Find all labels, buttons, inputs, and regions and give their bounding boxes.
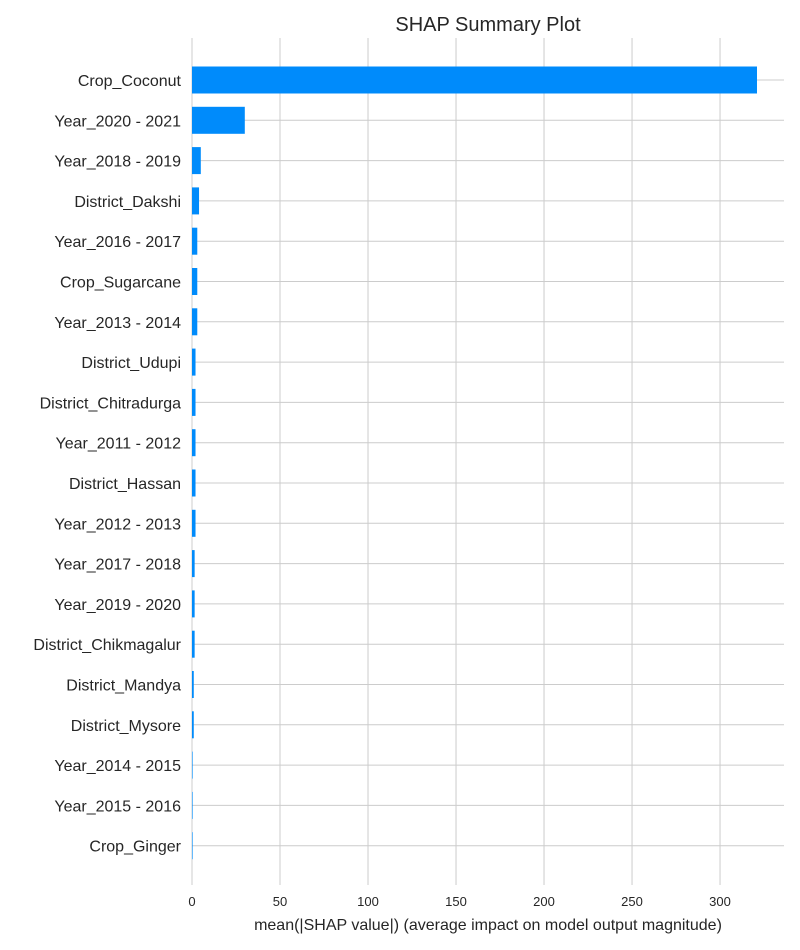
- x-tick-label: 250: [621, 894, 643, 909]
- bar-year-2016-2017: [192, 227, 198, 255]
- feature-labels: Crop_Coconut Year_2020 - 2021 Year_2018 - …: [33, 73, 181, 856]
- feature-label: District_Chikmagalur: [33, 637, 181, 654]
- feature-label: Year_2020 - 2021: [54, 113, 181, 130]
- bar-year-2017-2018: [192, 550, 195, 578]
- bar-year-2012-2013: [192, 509, 196, 537]
- bar-district-hassan: [192, 469, 196, 497]
- feature-label: Year_2018 - 2019: [54, 154, 181, 171]
- feature-label: Year_2014 - 2015: [54, 758, 181, 775]
- bar-district-dakshi: [192, 187, 200, 215]
- bar-district-mandya: [192, 671, 194, 698]
- feature-label: Year_2017 - 2018: [54, 557, 181, 574]
- feature-label: District_Hassan: [69, 476, 181, 493]
- x-tick-label: 200: [533, 894, 555, 909]
- feature-label: District_Mandya: [66, 678, 181, 695]
- feature-label: Year_2011 - 2012: [56, 436, 182, 453]
- bar-crop-sugarcane: [192, 268, 198, 295]
- feature-label: Crop_Coconut: [78, 73, 182, 90]
- x-tick-labels: 0 50 100 150 200 250 300: [188, 894, 731, 909]
- bar-year-2013-2014: [192, 308, 198, 336]
- feature-label: District_Udupi: [81, 355, 181, 372]
- bars-layer: [192, 66, 757, 860]
- bar-crop-coconut: [192, 66, 757, 94]
- chart-title: SHAP Summary Plot: [395, 14, 581, 36]
- feature-label: District_Chitradurga: [40, 395, 181, 412]
- bar-district-mysore: [192, 711, 194, 739]
- x-axis-label: mean(|SHAP value|) (average impact on mo…: [254, 917, 722, 934]
- bar-district-chikmagalur: [192, 630, 195, 658]
- grid-layer: [191, 38, 784, 885]
- bar-crop-ginger: [192, 832, 193, 860]
- bar-district-udupi: [192, 348, 196, 376]
- x-tick-label: 100: [357, 894, 379, 909]
- feature-label: Year_2012 - 2013: [54, 516, 181, 533]
- bar-district-chitradurga: [192, 388, 196, 416]
- feature-label: Crop_Ginger: [89, 839, 181, 856]
- bar-year-2011-2012: [192, 429, 196, 457]
- x-tick-label: 0: [188, 894, 195, 909]
- feature-label: Year_2015 - 2016: [54, 798, 181, 815]
- bar-year-2018-2019: [192, 147, 201, 175]
- bar-year-2020-2021: [192, 106, 245, 134]
- feature-label: Year_2016 - 2017: [54, 234, 181, 251]
- feature-label: Year_2019 - 2020: [54, 597, 181, 614]
- bar-year-2019-2020: [192, 590, 195, 618]
- x-tick-label: 300: [709, 894, 731, 909]
- feature-label: District_Mysore: [71, 718, 181, 735]
- feature-label: District_Dakshi: [74, 194, 181, 211]
- x-tick-label: 50: [273, 894, 287, 909]
- feature-label: Year_2013 - 2014: [54, 315, 181, 332]
- x-tick-label: 150: [445, 894, 467, 909]
- bar-year-2015-2016: [192, 791, 193, 819]
- feature-label: Crop_Sugarcane: [60, 275, 181, 292]
- bar-year-2014-2015: [192, 751, 193, 779]
